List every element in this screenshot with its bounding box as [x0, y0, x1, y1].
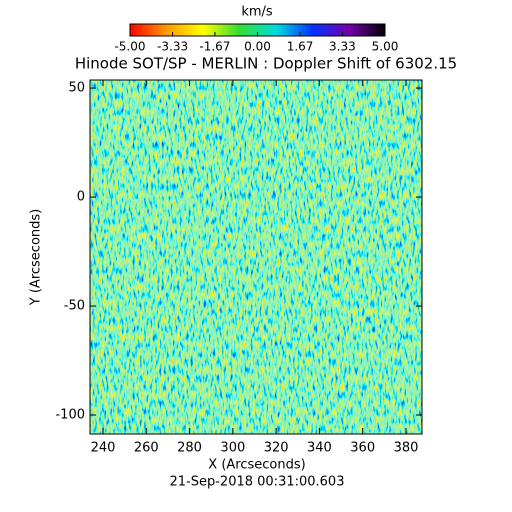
x-tick-label: 340: [307, 441, 332, 456]
x-tick-label: 240: [91, 441, 116, 456]
y-tick-label: 0: [77, 190, 85, 205]
x-tick-label: 280: [177, 441, 202, 456]
colorbar-tick-label: 5.00: [372, 40, 399, 54]
x-tick-label: 320: [264, 441, 289, 456]
colorbar-tick-label: 3.33: [329, 40, 356, 54]
colorbar-tick-label: -1.67: [199, 40, 230, 54]
doppler-image: [90, 80, 422, 434]
colorbar-tick-label: 0.00: [244, 40, 271, 54]
x-tick-label: 260: [134, 441, 159, 456]
x-axis-label: X (Arcseconds): [208, 458, 305, 473]
colorbar-label: km/s: [241, 5, 273, 20]
y-tick-label: 50: [68, 81, 85, 96]
y-axis-label: Y (Arcseconds): [29, 209, 44, 306]
colorbar-tick-label: -5.00: [114, 40, 145, 54]
y-tick-label: -50: [64, 299, 85, 314]
colorbar-tick-label: -3.33: [157, 40, 188, 54]
x-tick-label: 300: [220, 441, 245, 456]
x-tick-label: 360: [350, 441, 375, 456]
colorbar-tick-label: 1.67: [287, 40, 314, 54]
x-tick-label: 380: [394, 441, 419, 456]
chart-title: Hinode SOT/SP - MERLIN : Doppler Shift o…: [75, 55, 457, 73]
date-label: 21-Sep-2018 00:31:00.603: [170, 475, 345, 490]
plot-frame: [89, 79, 423, 435]
y-tick-label: -100: [55, 408, 85, 423]
